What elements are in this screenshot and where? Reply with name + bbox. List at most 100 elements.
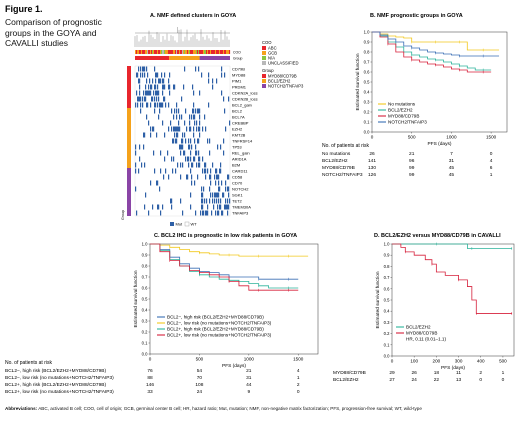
coo-cell <box>212 50 214 54</box>
coo-cell <box>143 50 145 54</box>
coo-cell <box>185 50 187 54</box>
risk-value: 1 <box>490 172 493 178</box>
mut-cell <box>209 186 211 192</box>
gene-label: CD58 <box>232 175 243 180</box>
y-tick-label: 0.7 <box>384 275 390 280</box>
mut-cell <box>163 78 165 84</box>
mut-cell <box>156 96 158 102</box>
mut-cell <box>210 168 212 174</box>
coo-cell <box>148 50 150 54</box>
mut-cell <box>207 204 209 210</box>
mut-cell <box>223 150 225 156</box>
coo-cell <box>215 50 217 54</box>
gene-label: NOTCH2 <box>232 187 249 192</box>
series-line <box>372 31 500 57</box>
figure-caption: Comparison of prognostic groups in the G… <box>5 17 102 48</box>
mut-cell <box>209 150 211 156</box>
mut-cell <box>174 126 176 132</box>
panel-d-title: D. BCL2/EZH2 versus MYD88/CD79B in CAVAL… <box>374 233 501 239</box>
mut-cell <box>205 126 207 132</box>
series-line <box>372 31 492 73</box>
mut-cell <box>154 102 156 108</box>
mut-cell <box>210 180 212 186</box>
mut-cell <box>174 108 176 114</box>
risk-value: 21 <box>246 368 252 374</box>
mut-cell <box>210 192 212 198</box>
mut-cell <box>222 210 224 216</box>
mut-cell <box>157 180 159 186</box>
risk-value: 18 <box>434 370 440 376</box>
mut-cell <box>194 156 196 162</box>
mut-cell <box>152 204 154 210</box>
mut-cell <box>159 186 161 192</box>
mut-cell <box>145 90 147 96</box>
mut-cell <box>193 108 195 114</box>
risk-value: 2 <box>297 382 300 388</box>
gene-label: CDKN2A_loss <box>232 91 258 96</box>
mut-cell <box>206 198 208 204</box>
legend-label: NOTCH2/TNFAIP3 <box>388 120 427 125</box>
coo-cell <box>196 50 198 54</box>
mut-cell <box>194 138 196 144</box>
mut-cell <box>212 78 214 84</box>
mut-cell <box>156 132 158 138</box>
risk-value: 44 <box>246 382 252 388</box>
coo-legend-swatch <box>262 46 266 50</box>
mut-cell <box>212 162 214 168</box>
coo-cell <box>162 50 164 54</box>
mut-cell <box>220 162 222 168</box>
mut-cell <box>170 120 172 126</box>
risk-value: 99 <box>409 165 415 171</box>
mut-cell <box>208 72 210 78</box>
risk-value: 0 <box>502 377 505 383</box>
mut-cell <box>152 78 154 84</box>
mut-cell <box>146 114 148 120</box>
mut-cell <box>181 144 183 150</box>
mut-cell <box>193 132 195 138</box>
mut-cell <box>216 78 218 84</box>
risk-value: 26 <box>412 370 418 376</box>
mut-cell <box>183 150 185 156</box>
mut-cell <box>179 114 181 120</box>
coo-cell <box>142 50 144 54</box>
mut-cell <box>207 138 209 144</box>
coo-cell <box>225 50 227 54</box>
mut-cell <box>199 156 201 162</box>
coo-cell <box>146 50 148 54</box>
mut-cell <box>182 210 184 216</box>
coo-cell <box>204 50 206 54</box>
mut-cell <box>202 156 204 162</box>
mut-cell <box>197 174 199 180</box>
mut-cell <box>158 96 160 102</box>
coo-cell <box>187 50 189 54</box>
mut-cell <box>190 192 192 198</box>
mut-cell <box>198 156 200 162</box>
y-tick-label: 0.1 <box>142 341 148 346</box>
coo-cell <box>220 50 222 54</box>
risk-value: 29 <box>389 370 395 376</box>
coo-cell <box>178 50 180 54</box>
mut-cell <box>224 204 226 210</box>
mut-cell <box>142 72 144 78</box>
risk-value: 0 <box>490 151 493 157</box>
coo-cell <box>183 50 185 54</box>
mut-cell <box>181 96 183 102</box>
risk-value: 27 <box>389 377 395 383</box>
mut-cell <box>157 204 159 210</box>
footer-bold: Abbreviations: <box>5 406 38 411</box>
y-tick-label: 0.5 <box>364 80 370 85</box>
mut-cell <box>171 204 173 210</box>
risk-value: 21 <box>409 151 415 157</box>
censor-marks <box>387 37 484 58</box>
mut-cell <box>139 90 141 96</box>
x-axis-label: PFS (days) <box>428 141 452 147</box>
coo-cell <box>155 50 157 54</box>
y-tick-label: 0.5 <box>142 297 148 302</box>
mut-cell <box>199 132 201 138</box>
mut-cell <box>160 102 162 108</box>
coo-cell <box>189 50 191 54</box>
y-ticks: 0.0 0.1 0.2 0.3 0.4 0.5 0.6 0.7 0.8 0.9 1.0 <box>142 242 150 357</box>
coo-cell <box>167 50 169 54</box>
mut-cell <box>165 102 167 108</box>
mut-cell <box>217 192 219 198</box>
